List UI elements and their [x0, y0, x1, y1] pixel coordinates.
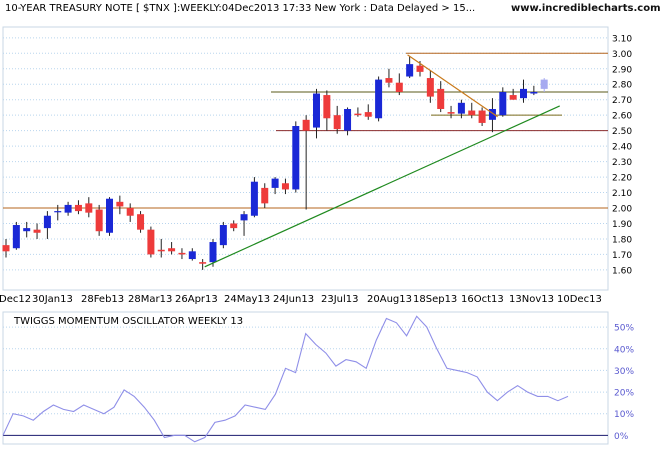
oscillator-tick-label: 20%	[614, 389, 634, 399]
candle-body	[488, 108, 496, 120]
candle-body	[33, 229, 41, 233]
candle-body	[199, 262, 207, 264]
candle-body	[426, 78, 434, 97]
price-tick-label: 2.80	[612, 81, 632, 91]
candle-body	[209, 242, 217, 263]
candle-body	[12, 225, 20, 249]
candle-body	[313, 93, 320, 128]
candle-body	[406, 64, 414, 77]
oscillator-series-line	[2, 315, 569, 443]
oscillator-tick-label: 10%	[614, 410, 634, 420]
x-axis-date-label: 13Nov13	[509, 294, 554, 305]
oscillator-title: TWIGGS MOMENTUM OSCILLATOR WEEKLY 13	[13, 316, 243, 327]
candle-body	[457, 102, 465, 114]
price-tick-label: 1.80	[612, 235, 632, 245]
candle-body	[64, 204, 72, 213]
candle-body	[137, 214, 145, 230]
oscillator-tick-label: 30%	[614, 367, 634, 377]
candle-body	[23, 228, 31, 232]
price-tick-label: 1.60	[612, 266, 632, 276]
candle-body	[271, 178, 279, 188]
candle-body	[468, 110, 476, 116]
candle-body	[168, 248, 176, 252]
candle-body	[375, 79, 383, 119]
price-tick-label: 2.60	[612, 112, 632, 122]
price-tick-label: 2.10	[612, 189, 632, 199]
x-axis-date-label: 24May13	[224, 294, 270, 305]
candle-body	[43, 215, 51, 229]
candle-body	[240, 214, 248, 221]
price-panel	[2, 26, 609, 291]
x-axis-date-label: 26Apr13	[175, 294, 218, 305]
oscillator-tick-label: 40%	[614, 345, 634, 355]
candle-body	[302, 119, 310, 131]
candle-body	[54, 211, 62, 213]
price-tick-label: 2.20	[612, 174, 632, 184]
x-axis-date-label: 28Feb13	[81, 294, 124, 305]
price-tick-label: 1.70	[612, 251, 632, 261]
candle-body	[95, 209, 103, 232]
candle-body	[499, 91, 507, 116]
candle-body	[126, 208, 134, 216]
candle-body	[364, 112, 372, 117]
resistance-trendline	[407, 54, 498, 118]
x-axis-date-label: 16Oct13	[461, 294, 504, 305]
price-tick-label: 3.00	[612, 50, 632, 60]
candle-body	[530, 91, 538, 94]
candle-body	[106, 198, 113, 233]
candle-body	[395, 82, 403, 92]
x-axis-date-label: 20Aug13	[367, 294, 412, 305]
price-tick-label: 2.50	[612, 127, 632, 137]
candle-body	[74, 204, 82, 212]
candle-body	[157, 249, 165, 252]
price-tick-label: 2.90	[612, 65, 632, 75]
candle-body	[416, 65, 424, 72]
price-tick-label: 2.40	[612, 143, 632, 153]
oscillator-tick-label: 50%	[614, 324, 634, 334]
x-axis-date-label: 10Dec13	[557, 294, 602, 305]
candle-body	[2, 245, 10, 252]
oscillator-panel	[2, 311, 609, 445]
x-axis-date-label: 23Jul13	[321, 294, 359, 305]
candle-body	[178, 252, 186, 255]
x-axis-date-label: Dec12	[0, 294, 31, 305]
price-tick-label: 1.90	[612, 220, 632, 230]
candle-body	[147, 229, 155, 255]
candle-body	[85, 203, 93, 213]
x-axis-date-label: 30Jan13	[32, 294, 73, 305]
candle-body	[478, 110, 486, 123]
x-axis-date-label: 18Sep13	[413, 294, 457, 305]
candle-body	[509, 95, 517, 100]
candle-body	[250, 181, 258, 216]
candle-body	[437, 88, 445, 109]
candle-body	[540, 79, 548, 89]
candle-body	[447, 112, 455, 114]
x-axis-date-label: 24Jun13	[273, 294, 314, 305]
candle-body	[292, 126, 300, 190]
candle-body	[354, 113, 362, 116]
candle-body	[230, 223, 238, 229]
candle-body	[520, 88, 527, 99]
candle-body	[385, 78, 393, 83]
price-tick-label: 3.10	[612, 34, 632, 44]
price-tick-label: 2.30	[612, 158, 632, 168]
watermark-site-label: www.incrediblecharts.com	[511, 3, 661, 14]
price-tick-label: 2.00	[612, 205, 632, 215]
candle-body	[323, 95, 331, 119]
candle-body	[333, 115, 341, 130]
oscillator-tick-label: 0%	[614, 432, 629, 442]
price-tick-label: 2.70	[612, 96, 632, 106]
candle-body	[116, 201, 124, 207]
candle-body	[188, 251, 196, 260]
candle-body	[219, 225, 227, 246]
candle-body	[344, 108, 352, 131]
price-chart-title: 10-YEAR TREASURY NOTE [ $TNX ]:WEEKLY:04…	[5, 3, 475, 14]
candle-body	[281, 183, 289, 190]
x-axis-date-label: 28Mar13	[128, 294, 172, 305]
support-trendline	[204, 105, 560, 268]
candle-body	[261, 187, 269, 204]
